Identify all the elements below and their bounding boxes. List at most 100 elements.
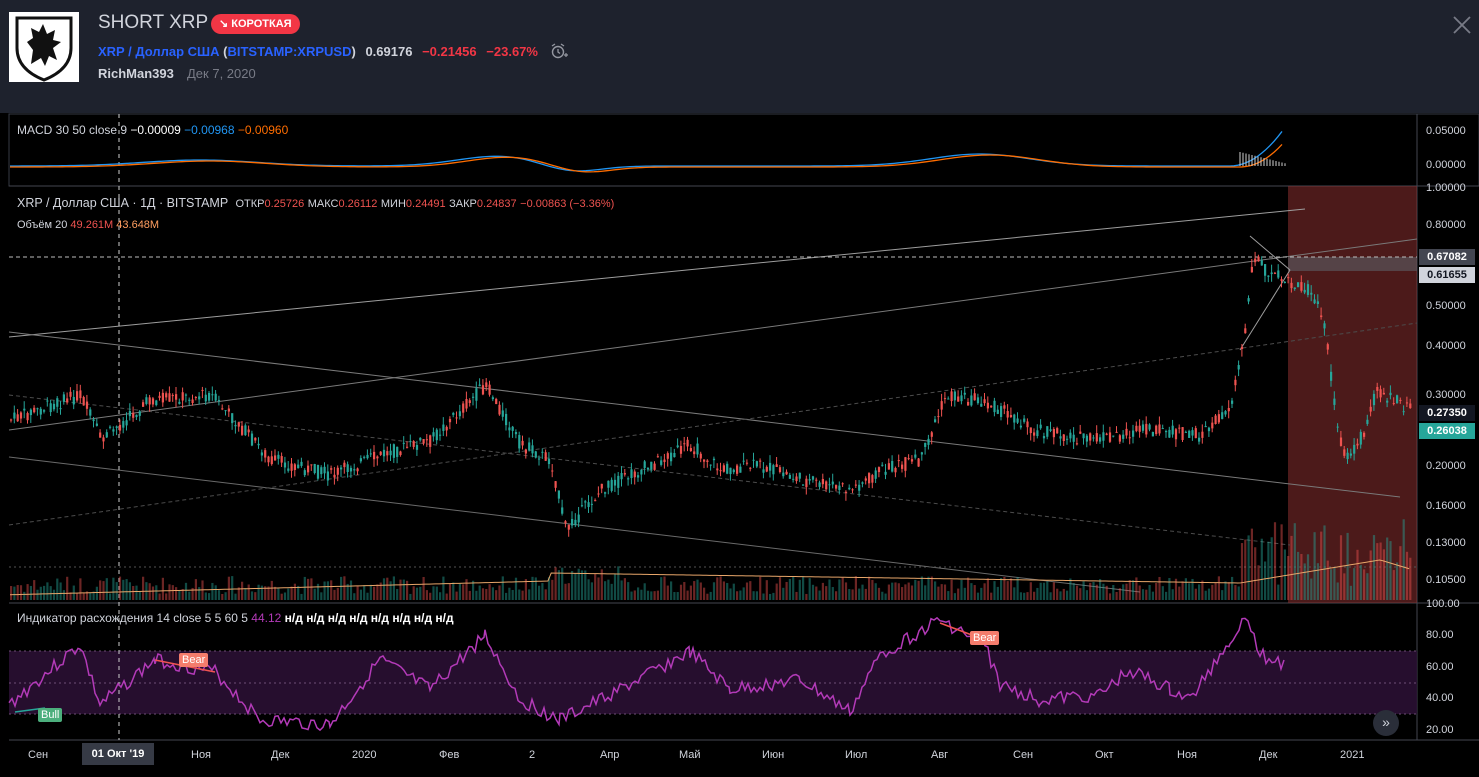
- volume-bar: [1042, 582, 1046, 600]
- candle-body: [1333, 398, 1336, 405]
- candle-body: [670, 452, 673, 462]
- paren-open: (: [223, 43, 228, 59]
- candle-body: [712, 458, 716, 461]
- volume-bar: [587, 579, 590, 600]
- candle-body: [1409, 403, 1412, 408]
- volume-bar: [930, 576, 933, 600]
- volume-bar: [1353, 568, 1356, 600]
- volume-bar: [765, 580, 768, 600]
- candle-body: [1280, 279, 1283, 281]
- candle-body: [785, 471, 788, 475]
- symbol-code[interactable]: BITSTAMP:XRPUSD: [227, 43, 352, 59]
- change-value: −0.00863 (−3.36%): [520, 198, 615, 210]
- volume-bar: [689, 585, 692, 600]
- candle-body: [1349, 453, 1352, 456]
- candle-body: [1359, 431, 1362, 445]
- volume-bar: [1165, 591, 1168, 600]
- volume-bar: [1405, 551, 1409, 600]
- volume-bar: [1135, 577, 1138, 600]
- candle-body: [610, 479, 613, 491]
- time-label: Ноя: [191, 749, 212, 761]
- candle-body: [788, 474, 791, 479]
- candle-body: [39, 408, 42, 415]
- volume-bar: [818, 590, 821, 600]
- volume-bar: [1323, 525, 1326, 600]
- candle-body: [307, 465, 310, 473]
- volume-bar: [1273, 522, 1277, 600]
- symbol-name[interactable]: XRP / Доллар США: [98, 43, 220, 59]
- candle-body: [511, 426, 514, 431]
- candle-body: [630, 469, 633, 479]
- volume-bar: [313, 588, 316, 600]
- candle-body: [594, 500, 597, 502]
- candle-body: [1283, 281, 1286, 283]
- volume-bar: [1316, 563, 1319, 600]
- volume-bar: [323, 581, 326, 600]
- volume-bar: [23, 591, 26, 600]
- price-tag-b: 0.61655: [1419, 267, 1475, 283]
- candle-body: [1287, 277, 1290, 279]
- candle-body: [891, 461, 894, 472]
- volume-bar: [1349, 585, 1352, 600]
- volume-bar: [158, 593, 161, 600]
- author-name[interactable]: RichMan393: [98, 66, 174, 81]
- candle-body: [1250, 266, 1253, 273]
- scroll-to-latest-button[interactable]: »: [1373, 710, 1399, 736]
- candle-body: [1369, 406, 1372, 412]
- volume-bar: [1148, 584, 1151, 600]
- volume-bar: [1359, 564, 1362, 600]
- candle-body: [907, 458, 910, 460]
- candle-body: [917, 458, 920, 467]
- macd-legend[interactable]: MACD 30 50 close 9 −0.00009 −0.00968 −0.…: [17, 123, 288, 137]
- volume-bar: [947, 591, 950, 600]
- candle-body: [620, 473, 623, 480]
- volume-bar: [409, 593, 412, 600]
- volume-bar: [811, 584, 815, 600]
- candle-body: [472, 396, 475, 398]
- volume-bar: [554, 567, 557, 600]
- volume-bar: [990, 592, 993, 600]
- alarm-clock-icon[interactable]: [550, 43, 568, 62]
- short-position-zone[interactable]: [1288, 186, 1417, 603]
- candle-body: [191, 399, 194, 404]
- candle-body: [145, 397, 148, 404]
- osc-axis-0: 100.00: [1426, 598, 1460, 610]
- candle-body: [1013, 414, 1016, 423]
- candle-body: [976, 397, 980, 404]
- volume-bar: [188, 591, 191, 600]
- candle-body: [465, 398, 468, 409]
- candle-body: [1277, 270, 1280, 278]
- main-legend[interactable]: XRP / Доллар США · 1Д · BITSTAMP ОТКР0.2…: [17, 196, 614, 210]
- volume-bar: [874, 583, 877, 600]
- candle-body: [382, 449, 386, 457]
- volume-bar: [39, 586, 42, 600]
- candle-body: [10, 419, 13, 421]
- volume-bar: [1231, 576, 1234, 600]
- candle-body: [76, 391, 79, 401]
- candle-body: [109, 426, 112, 428]
- volume-legend[interactable]: Объём 20 49.261M 43.648M: [17, 219, 159, 231]
- candle-body: [201, 389, 204, 391]
- candle-body: [498, 404, 501, 415]
- volume-bar: [208, 593, 211, 600]
- trend-lines[interactable]: [8, 114, 1418, 740]
- volume-bar: [257, 584, 260, 600]
- volume-bar: [1128, 580, 1131, 600]
- candle-body: [102, 437, 105, 442]
- volume-bar: [772, 592, 775, 600]
- volume-bar: [1224, 581, 1227, 600]
- candle-body: [396, 446, 399, 457]
- volume-bar: [1108, 593, 1112, 600]
- volume-bar: [1056, 588, 1059, 600]
- volume-bar: [287, 588, 290, 600]
- volume-bar: [1174, 578, 1178, 600]
- close-icon[interactable]: [1451, 14, 1473, 36]
- candle-body: [897, 460, 900, 462]
- oscillator-legend[interactable]: Индикатор расхождения 14 close 5 5 60 5 …: [17, 611, 454, 625]
- avatar[interactable]: [9, 12, 79, 82]
- candle-body: [871, 475, 874, 483]
- volume-bar: [950, 579, 953, 600]
- candle-body: [419, 437, 422, 441]
- candle-body: [204, 394, 207, 402]
